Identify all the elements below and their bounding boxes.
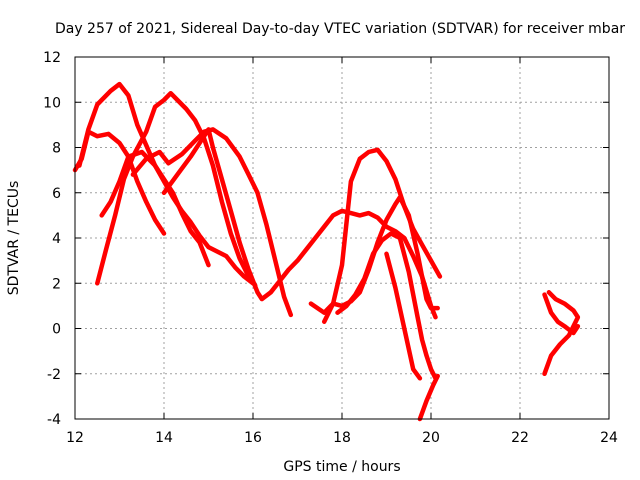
grid-lines (75, 57, 609, 419)
y-tick-label: 6 (52, 186, 61, 202)
data-series (72, 81, 581, 422)
y-tick-label: 8 (52, 141, 61, 157)
series-line-track-12 (542, 292, 581, 336)
x-axis-label: GPS time / hours (283, 459, 400, 475)
series-line-track-13 (542, 290, 581, 377)
series-line-track-8 (308, 195, 440, 315)
x-tick-label: 24 (600, 430, 618, 446)
y-axis-label: SDTVAR / TECUs (6, 181, 22, 296)
series-line-track-2 (77, 81, 211, 268)
x-tick-label: 14 (155, 430, 173, 446)
y-tick-label: 12 (43, 50, 61, 66)
series-line-track-3 (99, 149, 256, 286)
x-tick-label: 20 (422, 430, 440, 446)
series-line-track-4 (95, 90, 258, 288)
y-tick-label: 10 (43, 95, 61, 111)
series-line-track-7 (321, 147, 443, 324)
y-tick-label: 4 (52, 231, 61, 247)
chart-title: Day 257 of 2021, Sidereal Day-to-day VTE… (55, 21, 625, 37)
series-line-track-11 (417, 373, 440, 422)
x-tick-label: 18 (333, 430, 351, 446)
series-line-track-6 (161, 127, 438, 320)
x-tick-label: 22 (511, 430, 529, 446)
y-tick-label: -4 (47, 412, 61, 428)
x-tick-label: 16 (244, 430, 262, 446)
x-tick-label: 12 (66, 430, 84, 446)
y-tick-label: 2 (52, 276, 61, 292)
series-line-track-5 (130, 127, 294, 318)
y-tick-label: -2 (47, 367, 61, 383)
series-line-track-10 (384, 251, 423, 381)
series-line-track-9 (335, 231, 438, 381)
y-tick-label: 0 (52, 322, 61, 338)
